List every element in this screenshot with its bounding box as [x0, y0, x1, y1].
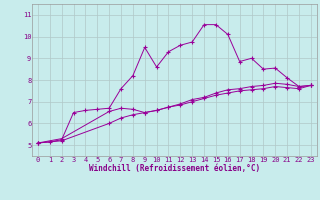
X-axis label: Windchill (Refroidissement éolien,°C): Windchill (Refroidissement éolien,°C)	[89, 164, 260, 173]
